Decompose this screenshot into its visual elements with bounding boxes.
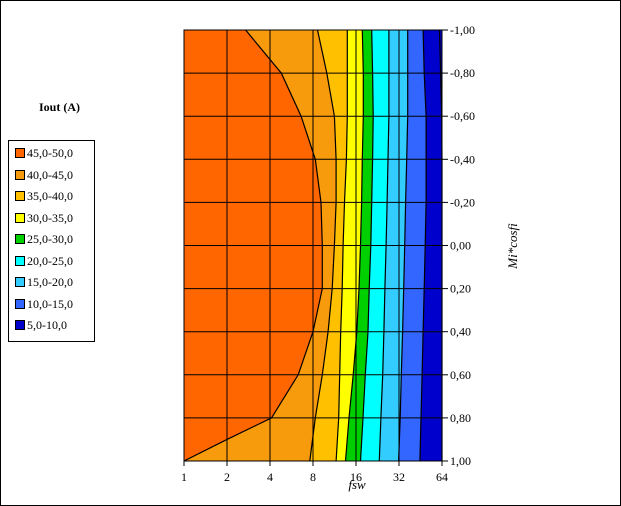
legend-item: 30,0-35,0 — [15, 210, 73, 226]
y-tick-label-0,20: 0,20 — [450, 282, 471, 296]
legend-item: 35,0-40,0 — [15, 188, 73, 204]
legend-item: 5,0-10,0 — [15, 317, 67, 333]
legend-swatch — [15, 277, 25, 288]
x-tick-label-2: 2 — [224, 470, 230, 484]
y-tick-label-1,00: 1,00 — [450, 454, 471, 468]
x-tick-label-1: 1 — [181, 470, 187, 484]
contour-line-35 — [335, 30, 348, 462]
axes — [183, 29, 448, 466]
legend-item: 25,0-30,0 — [15, 231, 73, 247]
x-tick-labels: 1 2 4 8 16 32 64 — [181, 470, 448, 484]
y-tick-label-0,60: 0,60 — [450, 368, 471, 382]
legend-swatch — [15, 320, 25, 331]
x-tick-label-64: 64 — [436, 470, 448, 484]
legend-label: 40,0-45,0 — [27, 167, 73, 182]
y-tick-label--0,40: -0,40 — [450, 152, 475, 166]
legend-swatch — [15, 191, 25, 202]
contour-lines — [183, 29, 443, 462]
y-tick-label--0,80: -0,80 — [450, 66, 475, 80]
legend-item: 20,0-25,0 — [15, 253, 73, 269]
contour-line-30 — [344, 29, 364, 462]
y-axis-title: Mi*cosfi — [505, 223, 520, 270]
x-tick-label-4: 4 — [267, 470, 273, 484]
y-tick-label--0,60: -0,60 — [450, 109, 475, 123]
legend-label: 25,0-30,0 — [27, 232, 73, 246]
contour-line-45 — [183, 29, 323, 462]
y-tick-label-0,00: 0,00 — [450, 239, 471, 253]
y-tick-label-0,80: 0,80 — [450, 411, 471, 425]
legend-item: 45,0-50,0 — [15, 145, 73, 161]
contour-line-25 — [359, 29, 374, 462]
x-axis-title: fsw — [348, 477, 366, 492]
contour-line-10 — [419, 29, 427, 462]
contour-line-20 — [378, 30, 390, 462]
legend-swatch — [15, 255, 25, 266]
legend-title: Iout (A) — [39, 100, 80, 114]
y-tick-label-0,40: 0,40 — [450, 325, 471, 339]
y-tick-labels: -1,00 -0,80 -0,60 -0,40 -0,20 0,00 0,20 0,40 0,6… — [450, 23, 475, 468]
legend-label: 30,0-35,0 — [27, 210, 73, 225]
legend-swatch — [15, 234, 25, 245]
y-tick-label--1,00: -1,00 — [450, 23, 475, 37]
contour-line-15 — [398, 30, 409, 462]
x-tick-label-8: 8 — [310, 470, 316, 484]
legend-item: 10,0-15,0 — [15, 296, 73, 312]
legend-swatch — [15, 212, 25, 223]
legend-label: 10,0-15,0 — [27, 296, 73, 311]
legend-item: 15,0-20,0 — [15, 274, 73, 290]
legend-label: 45,0-50,0 — [27, 146, 73, 160]
legend-item: 40,0-45,0 — [15, 167, 73, 183]
x-tick-label-16: 16 — [350, 470, 362, 484]
legend-label: 20,0-25,0 — [27, 253, 73, 268]
legend: 45,0-50,0 40,0-45,0 35,0-40,0 30,0-35,0 25,0… — [8, 140, 95, 342]
legend-label: 35,0-40,0 — [27, 189, 73, 203]
x-tick-label-32: 32 — [393, 470, 405, 484]
legend-swatch — [15, 298, 25, 309]
contour-line-40 — [309, 29, 337, 462]
legend-label: 5,0-10,0 — [27, 318, 67, 332]
legend-swatch — [15, 148, 25, 159]
legend-label: 15,0-20,0 — [27, 275, 73, 289]
y-tick-label--0,20: -0,20 — [450, 195, 475, 209]
legend-swatch — [15, 169, 25, 180]
